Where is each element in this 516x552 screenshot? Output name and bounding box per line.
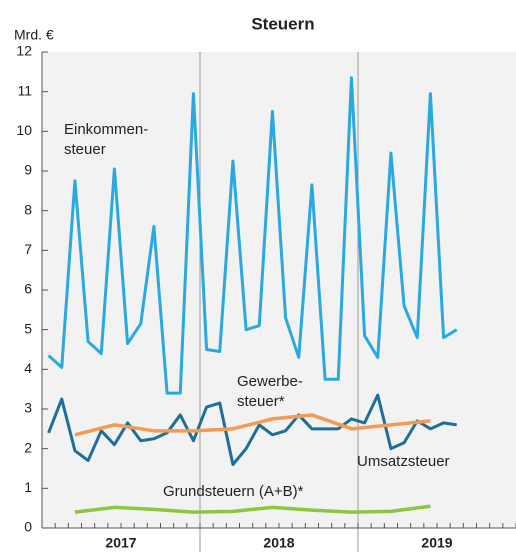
x-tick-label: 2017 [105, 535, 136, 551]
series-line [74, 504, 431, 514]
y-tick-label: 11 [17, 82, 32, 98]
y-tick-label: 8 [24, 201, 32, 217]
series-annotation: Gewerbe- [237, 373, 303, 390]
y-tick-label: 3 [24, 400, 32, 416]
y-tick-label: 1 [24, 479, 32, 495]
series-annotation: Grundsteuern (A+B)* [163, 483, 304, 500]
series-line [47, 393, 457, 467]
y-tick-label: 5 [24, 320, 32, 336]
chart-title: Steuern [251, 14, 314, 33]
series-line [74, 413, 431, 437]
y-tick-label: 0 [24, 519, 32, 535]
series-annotation: Umsatzsteuer [357, 453, 450, 470]
y-tick-label: 9 [24, 162, 32, 178]
y-tick-label: 4 [24, 360, 32, 376]
series-annotation: steuer [64, 141, 106, 158]
y-tick-label: 12 [16, 43, 32, 59]
y-tick-label: 6 [24, 281, 32, 297]
plot-background [42, 52, 516, 528]
x-tick-label: 2019 [421, 535, 452, 551]
y-tick-label: 2 [24, 439, 32, 455]
series-line [47, 76, 458, 395]
y-axis-label: Mrd. € [14, 27, 54, 43]
series-annotation: steuer* [237, 393, 285, 410]
series-annotation: Einkommen- [64, 121, 148, 138]
y-tick-label: 7 [24, 241, 32, 257]
y-tick-label: 10 [16, 122, 32, 138]
x-tick-label: 2018 [263, 535, 294, 551]
